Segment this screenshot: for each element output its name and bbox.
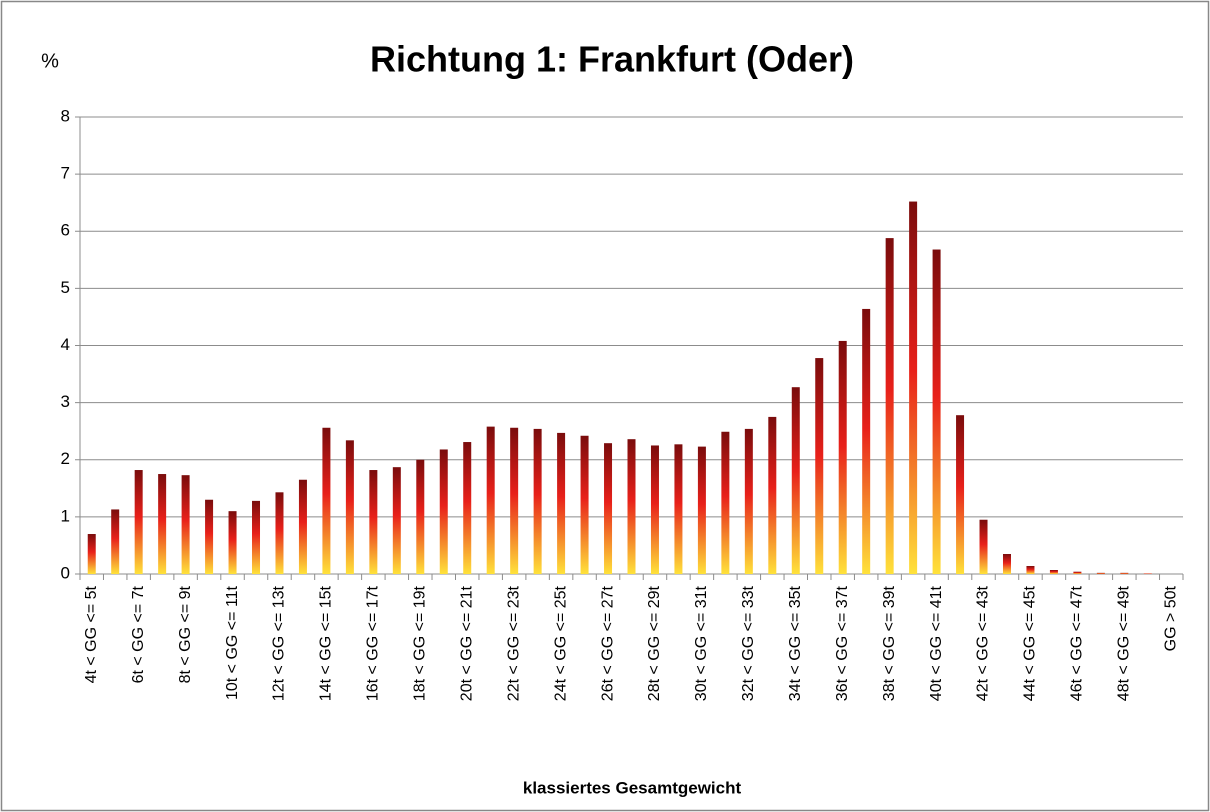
x-tick-label: GG > 50t (1162, 585, 1179, 651)
y-tick-label: 8 (61, 106, 70, 125)
y-tick-label: 0 (61, 563, 70, 582)
y-axis-label: % (41, 50, 59, 72)
chart-title: Richtung 1: Frankfurt (Oder) (370, 39, 854, 80)
bar (1096, 572, 1105, 574)
bar (416, 459, 425, 574)
y-tick-label: 2 (61, 449, 70, 468)
bar (252, 500, 261, 574)
x-tick-label: 36t < GG <= 37t (834, 585, 851, 701)
bar (533, 428, 542, 574)
bar (815, 358, 824, 574)
bar (744, 428, 753, 574)
bar (275, 492, 284, 574)
x-tick-label: 8t < GG <= 9t (177, 585, 194, 683)
bar (627, 439, 636, 574)
bar (510, 427, 519, 574)
bar (1073, 571, 1082, 574)
bar (111, 509, 120, 574)
bar (1002, 554, 1011, 574)
bar (721, 431, 730, 574)
x-tick-label: 10t < GG <= 11t (224, 585, 241, 700)
bar (580, 435, 589, 574)
x-tick-label: 18t < GG <= 19t (412, 585, 429, 701)
bar (322, 427, 331, 574)
x-tick-label: 12t < GG <= 13t (271, 585, 288, 701)
bar (697, 446, 706, 574)
x-tick-label: 6t < GG <= 7t (130, 585, 147, 683)
x-tick-label: 46t < GG <= 47t (1069, 585, 1086, 701)
bar (885, 238, 894, 575)
bar (791, 387, 800, 574)
bar (158, 474, 167, 574)
bar (228, 511, 237, 574)
bar (439, 449, 448, 574)
x-tick-label: 30t < GG <= 31t (693, 585, 710, 701)
bar (1120, 572, 1129, 574)
bar (768, 416, 777, 574)
bar (345, 440, 354, 574)
y-tick-label: 1 (61, 506, 70, 525)
x-tick-label: 44t < GG <= 45t (1022, 585, 1039, 701)
x-tick-label: 38t < GG <= 39t (881, 585, 898, 701)
bar (1049, 570, 1058, 574)
x-tick-label: 24t < GG <= 25t (552, 585, 569, 701)
bar (604, 443, 613, 574)
bar (932, 249, 941, 574)
x-tick-label: 28t < GG <= 29t (646, 585, 663, 701)
x-tick-label: 22t < GG <= 23t (505, 585, 522, 701)
bar (909, 201, 918, 575)
bar (87, 534, 96, 574)
y-tick-label: 4 (61, 335, 70, 354)
bar (463, 442, 472, 574)
bar (956, 415, 965, 574)
bar (1026, 566, 1035, 574)
x-tick-label: 16t < GG <= 17t (365, 585, 382, 701)
bar (1143, 573, 1152, 574)
bar (486, 426, 495, 574)
bar (369, 470, 378, 574)
x-tick-label: 20t < GG <= 21t (458, 585, 475, 701)
x-tick-label: 48t < GG <= 49t (1116, 585, 1133, 701)
bar (862, 308, 871, 574)
bar (557, 432, 566, 574)
y-tick-label: 6 (61, 221, 70, 240)
y-tick-label: 3 (61, 392, 70, 411)
x-tick-label: 14t < GG <= 15t (318, 585, 335, 701)
y-tick-label: 5 (61, 278, 70, 297)
y-tick-label: 7 (61, 164, 70, 183)
x-tick-label: 32t < GG <= 33t (740, 585, 757, 701)
bar (392, 467, 401, 574)
bar (838, 340, 847, 574)
bar (134, 470, 143, 574)
bar (674, 444, 683, 574)
bar (298, 479, 307, 574)
bar (181, 475, 190, 574)
x-tick-label: 34t < GG <= 35t (787, 585, 804, 701)
x-axis-label: klassiertes Gesamtgewicht (523, 778, 742, 797)
x-tick-label: 26t < GG <= 27t (599, 585, 616, 701)
x-tick-label: 4t < GG <= 5t (83, 585, 100, 683)
x-tick-label: 42t < GG <= 43t (975, 585, 992, 701)
bar (205, 499, 214, 574)
bar (979, 519, 988, 574)
bar (650, 445, 659, 574)
x-tick-label: 40t < GG <= 41t (928, 585, 945, 701)
